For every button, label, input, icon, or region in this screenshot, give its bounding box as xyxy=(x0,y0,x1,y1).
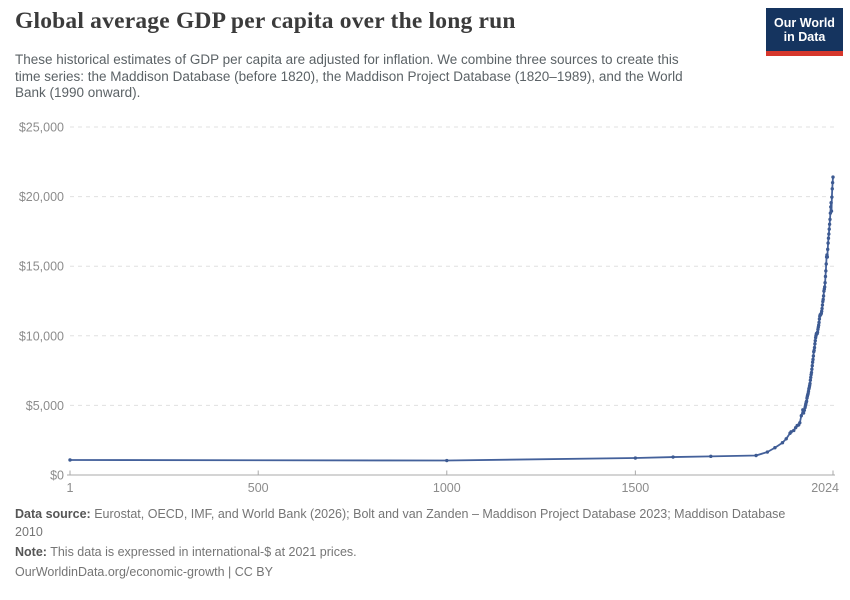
data-source-text: Eurostat, OECD, IMF, and World Bank (202… xyxy=(94,507,786,521)
owid-logo-line1: Our World xyxy=(774,15,835,30)
data-point xyxy=(826,241,830,245)
data-point xyxy=(810,367,814,371)
data-point xyxy=(792,428,796,433)
gdp-line xyxy=(69,176,834,462)
subtitle-line: time series: the Maddison Database (befo… xyxy=(15,68,683,84)
data-point xyxy=(825,255,830,259)
data-point xyxy=(827,232,831,236)
data-point xyxy=(826,236,831,240)
data-point xyxy=(808,381,812,386)
subtitle-line: Bank (1990 onward). xyxy=(15,85,141,100)
y-tick-label: $0 xyxy=(50,469,64,483)
data-point xyxy=(798,421,802,425)
data-point xyxy=(813,342,817,346)
data-point xyxy=(829,209,834,213)
data-point xyxy=(809,375,813,380)
data-point xyxy=(821,294,826,298)
data-point xyxy=(830,187,834,191)
y-tick-label: $5,000 xyxy=(26,399,64,413)
data-point xyxy=(810,360,815,364)
data-point xyxy=(799,414,804,418)
data-point xyxy=(789,430,793,434)
owid-logo-red-bar xyxy=(766,51,843,56)
data-point xyxy=(813,338,817,343)
data-point xyxy=(828,217,832,222)
data-point xyxy=(633,456,638,460)
data-point xyxy=(823,281,827,285)
chart-title: Global average GDP per capita over the l… xyxy=(15,8,516,34)
data-point xyxy=(804,399,809,403)
data-point xyxy=(827,227,831,231)
data-point xyxy=(817,320,821,325)
data-point xyxy=(823,274,828,279)
x-tick-label: 1000 xyxy=(433,481,461,495)
x-tick-label: 500 xyxy=(248,481,269,495)
data-point xyxy=(671,455,675,459)
data-point xyxy=(780,441,785,445)
data-point xyxy=(811,357,815,362)
data-point xyxy=(773,446,777,450)
data-point xyxy=(819,309,824,313)
data-point xyxy=(831,175,835,179)
data-point xyxy=(823,285,827,289)
y-tick-label: $20,000 xyxy=(19,190,64,204)
data-point xyxy=(812,345,817,350)
data-point xyxy=(830,195,834,199)
citation-link[interactable]: OurWorldinData.org/economic-growth | CC … xyxy=(15,565,273,579)
note-line: Note: This data is expressed in internat… xyxy=(15,544,835,561)
data-point xyxy=(784,437,788,441)
x-tick-label: 1 xyxy=(67,481,74,495)
data-point xyxy=(815,330,820,334)
data-point xyxy=(801,411,806,415)
chart-subtitle: These historical estimates of GDP per ca… xyxy=(15,52,683,102)
data-point xyxy=(830,180,835,185)
data-point xyxy=(817,317,822,321)
data-point xyxy=(816,323,821,327)
subtitle-line: These historical estimates of GDP per ca… xyxy=(15,52,679,67)
data-point xyxy=(829,201,833,205)
data-point xyxy=(824,269,828,273)
data-point xyxy=(709,454,713,459)
data-point xyxy=(821,297,825,302)
data-point xyxy=(826,247,830,252)
y-tick-label: $25,000 xyxy=(19,121,64,135)
owid-logo[interactable]: Our World in Data xyxy=(766,8,843,56)
data-point xyxy=(811,354,816,358)
note-text: This data is expressed in international-… xyxy=(50,545,357,559)
note-label: Note: xyxy=(15,545,47,559)
data-point xyxy=(820,303,825,307)
data-point xyxy=(812,348,816,353)
y-tick-label: $15,000 xyxy=(19,260,64,274)
x-tick-label: 2024 xyxy=(811,481,839,495)
data-source-line-2: 2010 xyxy=(15,525,43,539)
data-point xyxy=(829,205,833,209)
x-tick-label: 1500 xyxy=(621,481,649,495)
data-point xyxy=(802,408,807,412)
y-tick-label: $10,000 xyxy=(19,329,64,343)
data-point xyxy=(808,378,813,382)
owid-logo-line2: in Data xyxy=(783,29,826,44)
data-point xyxy=(824,262,828,266)
chart-footer: Data source: Eurostat, OECD, IMF, and Wo… xyxy=(15,506,835,582)
data-source-line: Data source: Eurostat, OECD, IMF, and Wo… xyxy=(15,506,835,523)
data-point xyxy=(827,222,832,226)
data-source-label: Data source: xyxy=(15,507,91,521)
data-point xyxy=(754,453,758,458)
data-point xyxy=(820,306,824,311)
data-point xyxy=(68,458,72,462)
data-point xyxy=(765,450,770,454)
data-point xyxy=(445,458,449,463)
data-point xyxy=(810,364,814,368)
data-point xyxy=(809,370,814,375)
data-point xyxy=(806,389,811,394)
